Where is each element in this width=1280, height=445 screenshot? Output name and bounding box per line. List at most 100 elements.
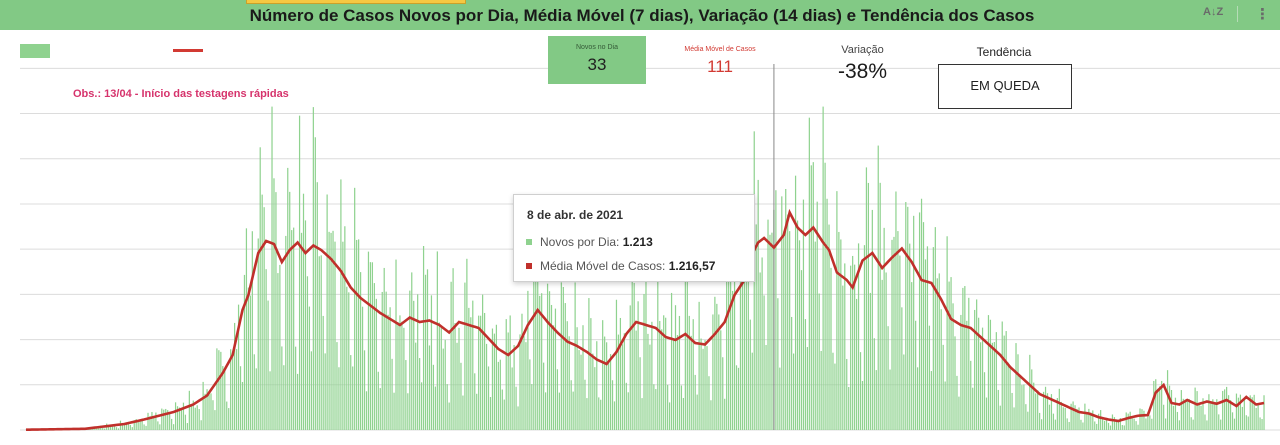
bar-novos-por-dia [546, 283, 549, 430]
bar-novos-por-dia [298, 115, 301, 431]
title-bar [0, 0, 1280, 30]
bar-novos-por-dia [462, 395, 464, 430]
bar-novos-por-dia [1147, 411, 1149, 430]
bar-novos-por-dia [800, 270, 803, 430]
legend-swatch-media[interactable] [173, 49, 203, 52]
bar-novos-por-dia [1145, 418, 1147, 430]
bar-novos-por-dia [1001, 321, 1003, 430]
bar-novos-por-dia [1029, 354, 1031, 430]
bar-novos-por-dia [661, 329, 663, 430]
bar-novos-por-dia [1115, 420, 1118, 430]
bar-novos-por-dia [1121, 424, 1123, 430]
bar-novos-por-dia [926, 246, 929, 430]
bar-novos-por-dia [974, 309, 976, 430]
bar-novos-por-dia [275, 192, 277, 430]
bar-novos-por-dia [111, 425, 114, 430]
bar-series-novos-por-dia [25, 106, 1265, 431]
bar-novos-por-dia [139, 421, 141, 430]
bar-novos-por-dia [153, 417, 155, 430]
bar-novos-por-dia [755, 224, 757, 430]
bar-novos-por-dia [237, 304, 240, 430]
bar-novos-por-dia [1255, 407, 1257, 430]
legend-swatch-novos[interactable] [20, 44, 50, 58]
bar-novos-por-dia [234, 322, 236, 430]
bar-novos-por-dia [1178, 420, 1180, 430]
bar-novos-por-dia [98, 427, 100, 430]
bar-novos-por-dia [655, 389, 657, 430]
bar-novos-por-dia [322, 315, 324, 430]
bar-novos-por-dia [544, 392, 547, 430]
bar-novos-por-dia [822, 106, 824, 430]
bar-novos-por-dia [883, 227, 885, 430]
bar-novos-por-dia [352, 366, 354, 430]
bar-novos-por-dia [804, 319, 807, 430]
bar-novos-por-dia [877, 145, 879, 431]
bar-novos-por-dia [629, 305, 631, 430]
bar-novos-por-dia [1149, 415, 1151, 430]
bar-novos-por-dia [586, 398, 588, 430]
bar-novos-por-dia [446, 384, 448, 430]
bar-novos-por-dia [468, 307, 470, 430]
bar-novos-por-dia [826, 198, 828, 430]
bar-novos-por-dia [584, 379, 586, 430]
bar-novos-por-dia [174, 402, 177, 430]
bar-novos-por-dia [611, 380, 614, 430]
bar-novos-por-dia [972, 387, 974, 430]
bar-novos-por-dia [940, 309, 942, 430]
bar-novos-por-dia [999, 405, 1001, 430]
bar-novos-por-dia [363, 350, 366, 430]
bar-novos-por-dia [875, 370, 877, 430]
bar-novos-por-dia [336, 342, 338, 430]
bar-novos-por-dia [1082, 422, 1084, 430]
bar-novos-por-dia [932, 247, 934, 430]
bar-novos-por-dia [117, 428, 120, 430]
bar-novos-por-dia [592, 353, 594, 430]
bar-novos-por-dia [602, 320, 604, 430]
bar-novos-por-dia [489, 397, 492, 430]
bar-novos-por-dia [930, 371, 932, 430]
bar-novos-por-dia [155, 412, 157, 430]
bar-novos-por-dia [674, 305, 677, 430]
more-vertical-icon[interactable]: ⋮ [1255, 6, 1270, 23]
bar-novos-por-dia [1072, 401, 1074, 430]
bar-novos-por-dia [865, 167, 868, 431]
bar-novos-por-dia [960, 314, 962, 430]
bar-novos-por-dia [633, 282, 635, 430]
bar-novos-por-dia [1180, 390, 1182, 430]
bar-novos-por-dia [572, 391, 574, 430]
bar-novos-por-dia [308, 306, 311, 430]
bar-novos-por-dia [1182, 398, 1184, 430]
bar-novos-por-dia [578, 350, 580, 430]
bar-novos-por-dia [564, 303, 566, 430]
sort-az-icon[interactable]: A↓Z [1203, 6, 1224, 18]
bar-novos-por-dia [761, 257, 763, 430]
bar-novos-por-dia [1105, 419, 1108, 430]
bar-novos-por-dia [259, 147, 261, 431]
bar-novos-por-dia [149, 416, 151, 430]
bar-novos-por-dia [346, 286, 348, 430]
tab-stub[interactable] [246, 0, 466, 4]
bar-novos-por-dia [389, 307, 391, 430]
bar-novos-por-dia [385, 291, 387, 430]
bar-novos-por-dia [871, 209, 873, 430]
tooltip-media-label: Média Móvel de Casos: [540, 259, 666, 273]
tooltip-date: 8 de abr. de 2021 [527, 208, 624, 222]
bar-novos-por-dia [600, 399, 602, 430]
bar-novos-por-dia [1127, 413, 1129, 430]
bar-novos-por-dia [944, 381, 946, 430]
bar-novos-por-dia [1033, 382, 1035, 430]
bar-novos-por-dia [1227, 395, 1230, 430]
bar-novos-por-dia [1054, 419, 1056, 430]
bar-novos-por-dia [702, 348, 704, 430]
bar-novos-por-dia [230, 349, 232, 430]
bar-novos-por-dia [730, 259, 732, 430]
bar-novos-por-dia [135, 419, 137, 430]
bar-novos-por-dia [1257, 404, 1259, 430]
bar-novos-por-dia [604, 336, 606, 430]
bar-novos-por-dia [521, 313, 523, 430]
toolbar-divider [1237, 6, 1238, 22]
bar-novos-por-dia [987, 315, 990, 430]
chart[interactable] [0, 30, 1280, 445]
bar-novos-por-dia [810, 165, 812, 430]
bar-novos-por-dia [501, 389, 503, 430]
